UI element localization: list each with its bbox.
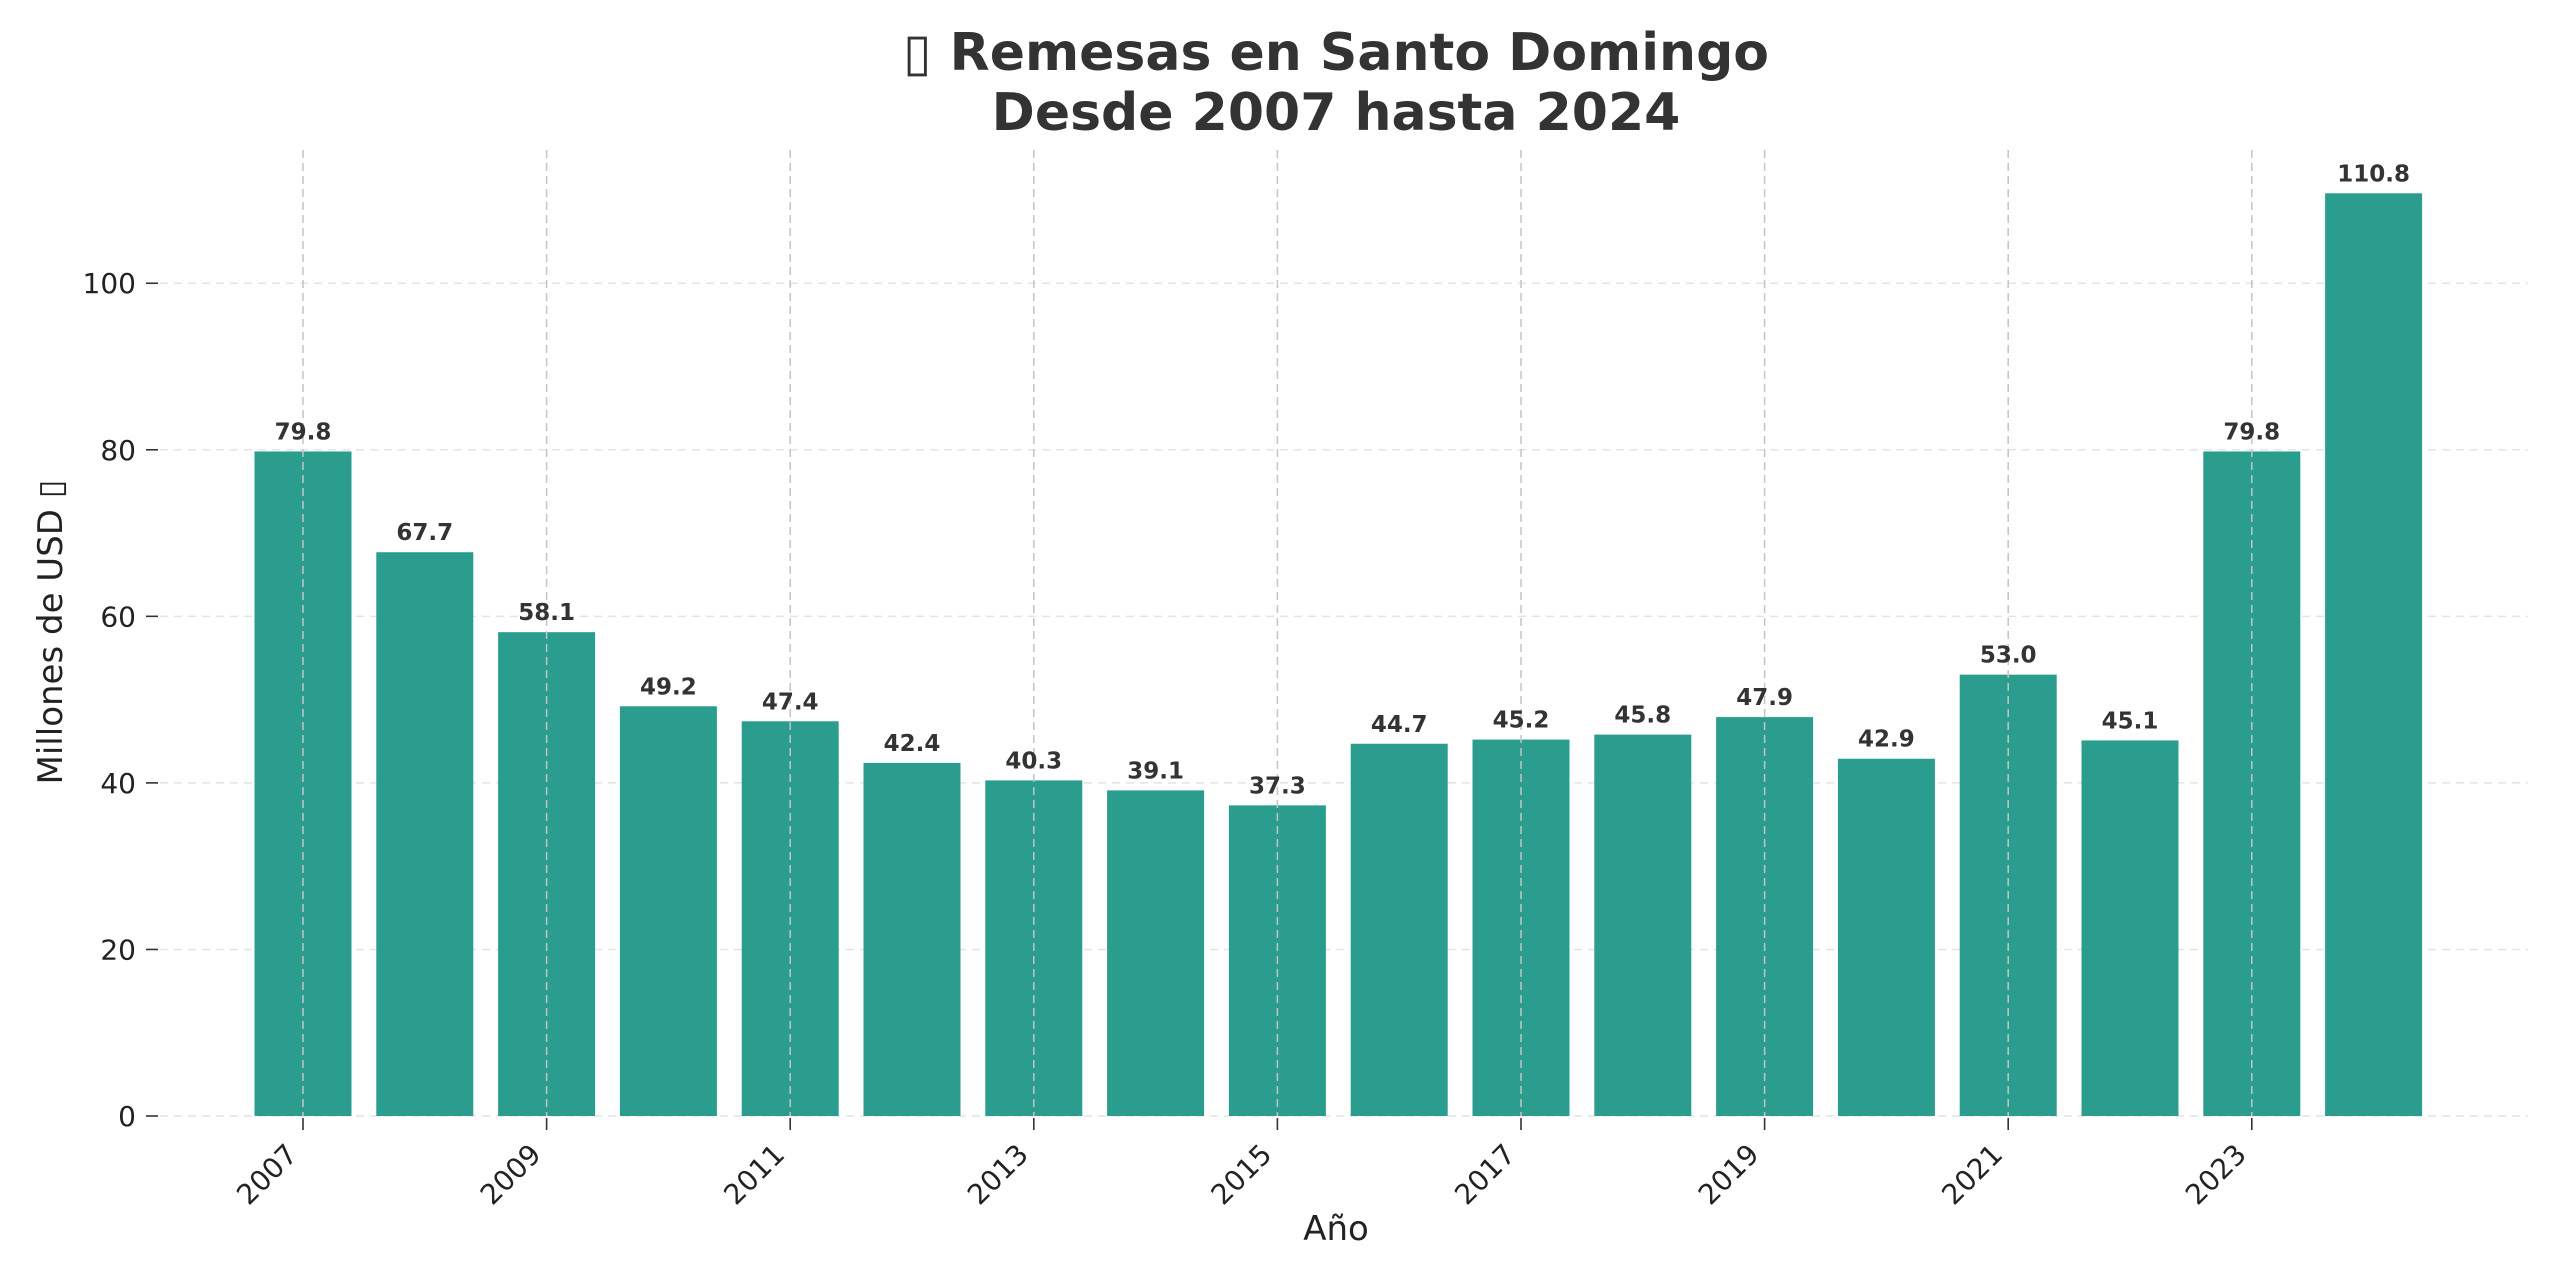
bar-2022	[2081, 740, 2179, 1116]
bar-2016	[1350, 743, 1448, 1116]
x-tick-label: 2017	[1448, 1138, 1522, 1212]
bar-value-label: 45.8	[1614, 703, 1671, 729]
y-axis: 0 20 40 60 80 100	[83, 267, 158, 1133]
chart-title-line-2: Desde 2007 hasta 2024	[992, 83, 1681, 143]
bar-value-label: 37.3	[1249, 773, 1306, 799]
bars-layer	[254, 193, 2423, 1116]
x-tick-label: 2011	[717, 1138, 791, 1212]
bar-value-label: 40.3	[1005, 748, 1062, 774]
x-axis: 2007 2009 2011 2013 2015 2017 2019 2021 2023	[230, 1118, 2253, 1211]
bar-value-label: 67.7	[396, 520, 453, 546]
x-axis-label: Año	[1303, 1209, 1369, 1249]
bar-value-label: 45.2	[1493, 708, 1550, 734]
bar-2020	[1837, 758, 1935, 1116]
bar-2009	[498, 632, 596, 1116]
bar-2017	[1472, 739, 1570, 1116]
x-tick-label: 2015	[1205, 1138, 1279, 1212]
bar-value-label: 42.4	[884, 731, 941, 757]
chart-title-line-1: ▯ Remesas en Santo Domingo	[903, 23, 1769, 83]
y-tick-label: 20	[100, 933, 136, 966]
x-tick-label: 2019	[1692, 1138, 1766, 1212]
bar-2012	[863, 762, 961, 1116]
bar-value-label: 79.8	[2223, 419, 2280, 445]
bar-value-label: 42.9	[1858, 727, 1915, 753]
bar-value-label: 47.9	[1736, 685, 1793, 711]
x-tick-label: 2007	[230, 1138, 304, 1212]
value-labels-layer: 79.8 67.7 58.1 49.2 47.4 42.4 40.3 39.1 37.3 44.7…	[275, 161, 2410, 799]
bar-2023	[2203, 451, 2301, 1116]
bar-2014	[1107, 790, 1205, 1116]
bar-value-label: 79.8	[275, 419, 332, 445]
bar-value-label: 47.4	[762, 689, 819, 715]
vertical-grid-overlay	[302, 150, 2253, 1116]
bar-2018	[1594, 734, 1692, 1116]
bar-value-label: 45.1	[2102, 708, 2159, 734]
bar-value-label: 110.8	[2337, 161, 2410, 187]
x-tick-label: 2023	[2179, 1138, 2253, 1212]
bar-2010	[619, 706, 717, 1116]
bar-2024	[2325, 193, 2423, 1116]
y-tick-label: 60	[100, 600, 136, 633]
bar-value-label: 39.1	[1127, 758, 1184, 784]
bar-value-label: 58.1	[518, 600, 575, 626]
bar-value-label: 53.0	[1980, 643, 2037, 669]
x-tick-label: 2021	[1935, 1138, 2009, 1212]
y-tick-label: 0	[118, 1100, 136, 1133]
y-tick-label: 80	[100, 434, 136, 467]
y-tick-label: 40	[100, 767, 136, 800]
bar-value-label: 49.2	[640, 674, 697, 700]
x-tick-label: 2009	[474, 1138, 548, 1212]
bar-value-label: 44.7	[1371, 712, 1428, 738]
x-tick-label: 2013	[961, 1138, 1035, 1212]
y-axis-label: Millones de USD ▯	[31, 480, 71, 785]
bar-2008	[376, 552, 474, 1116]
bar-2007	[254, 451, 352, 1116]
y-tick-label: 100	[83, 267, 136, 300]
